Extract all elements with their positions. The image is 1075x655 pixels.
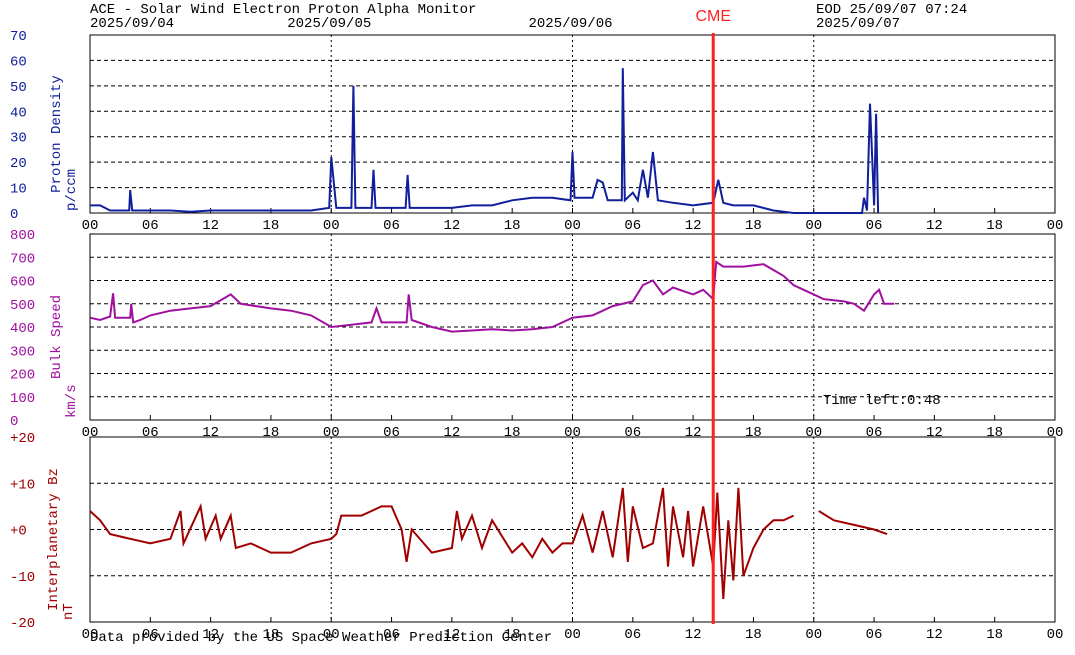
y-tick-label: 0 [10,414,18,430]
x-tick-label: 18 [263,218,280,234]
date-label: 2025/09/07 [816,16,900,32]
y-tick-label: -10 [10,570,35,586]
y-tick-label: 30 [10,131,27,147]
x-tick-label: 12 [926,218,943,234]
y-axis-label: Interplanetary Bz [46,468,62,611]
x-tick-label: 18 [263,425,280,441]
y-tick-label: 20 [10,156,27,172]
x-tick-label: 18 [504,218,521,234]
y-tick-label: 40 [10,105,27,121]
x-tick-label: 18 [263,627,280,643]
x-tick-label: 12 [685,425,702,441]
x-tick-label: 18 [504,627,521,643]
date-label: 2025/09/05 [287,16,371,32]
x-tick-label: 00 [82,627,99,643]
end-of-day: EOD 25/09/07 07:24 [816,2,967,18]
y-tick-label: 70 [10,29,27,45]
x-tick-label: 00 [564,218,581,234]
y-tick-label: 50 [10,80,27,96]
x-tick-label: 12 [443,218,460,234]
x-tick-label: 06 [142,627,159,643]
y-axis-unit: nT [61,603,77,620]
x-tick-label: 06 [866,218,883,234]
x-tick-label: 12 [443,627,460,643]
y-tick-label: 300 [10,344,35,360]
x-tick-label: 12 [685,627,702,643]
x-tick-label: 06 [866,627,883,643]
y-axis-label: Bulk Speed [49,295,65,379]
x-tick-label: 06 [142,218,159,234]
x-tick-label: 06 [624,627,641,643]
x-tick-label: 00 [1047,627,1064,643]
x-tick-label: 06 [624,425,641,441]
y-tick-label: 60 [10,54,27,70]
x-tick-label: 06 [383,627,400,643]
x-tick-label: 12 [202,218,219,234]
x-tick-label: 12 [443,425,460,441]
x-tick-label: 00 [1047,218,1064,234]
annotation: Time left:0:48 [823,393,941,409]
y-tick-label: 100 [10,391,35,407]
x-tick-label: 12 [926,425,943,441]
data-line [90,68,880,214]
y-axis-label: Proton Density [49,75,65,193]
x-tick-label: 18 [986,425,1003,441]
y-axis-unit: p/ccm [64,169,80,211]
x-tick-label: 12 [202,627,219,643]
chart-title: ACE - Solar Wind Electron Proton Alpha M… [90,2,476,18]
x-tick-label: 18 [986,627,1003,643]
data-line [89,487,888,599]
x-tick-label: 06 [866,425,883,441]
x-tick-label: 00 [805,218,822,234]
x-tick-label: 18 [745,218,762,234]
y-tick-label: 0 [10,207,18,223]
x-tick-label: 12 [926,627,943,643]
y-tick-label: +0 [10,524,27,540]
y-tick-label: 200 [10,368,35,384]
x-tick-label: 18 [745,627,762,643]
x-tick-label: 00 [82,218,99,234]
date-label: 2025/09/06 [528,16,612,32]
x-tick-label: 12 [202,425,219,441]
x-tick-label: 18 [745,425,762,441]
y-tick-label: 700 [10,251,35,267]
y-tick-label: 500 [10,298,35,314]
footer: Data provided by the US Space Weather Pr… [90,630,552,646]
x-tick-label: 00 [323,627,340,643]
x-tick-label: 18 [504,425,521,441]
x-tick-label: 12 [685,218,702,234]
y-tick-label: 600 [10,275,35,291]
y-tick-label: 400 [10,321,35,337]
y-tick-label: +10 [10,477,35,493]
date-label: 2025/09/04 [90,16,174,32]
x-tick-label: 06 [383,218,400,234]
x-tick-label: 06 [383,425,400,441]
y-axis-unit: km/s [64,384,80,418]
x-tick-label: 00 [323,218,340,234]
x-tick-label: 06 [624,218,641,234]
x-tick-label: 00 [564,627,581,643]
data-line [89,260,895,333]
x-tick-label: 06 [142,425,159,441]
x-tick-label: 00 [805,627,822,643]
y-tick-label: +20 [10,431,35,447]
x-tick-label: 18 [986,218,1003,234]
cme-label: CME [695,8,731,25]
y-tick-label: -20 [10,616,35,632]
y-tick-label: 800 [10,228,35,244]
y-tick-label: 10 [10,182,27,198]
